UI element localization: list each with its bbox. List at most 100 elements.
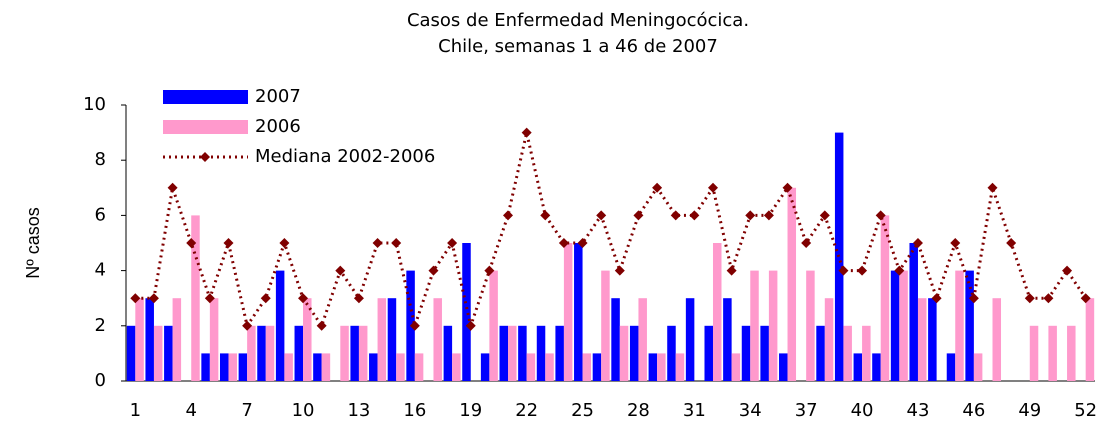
legend-label: Mediana 2002-2006 (255, 146, 435, 167)
bar (574, 243, 583, 381)
legend-marker (200, 152, 210, 162)
y-tick-label: 0 (95, 370, 106, 391)
bar (1048, 325, 1057, 381)
y-tick-label: 8 (95, 149, 106, 170)
bar (135, 298, 144, 381)
bar (228, 353, 237, 381)
bar (816, 325, 825, 381)
bar (414, 353, 424, 381)
bar (126, 325, 136, 381)
marker (316, 320, 327, 331)
bar (499, 325, 509, 381)
bar (965, 270, 974, 381)
bar (779, 353, 788, 381)
marker (298, 293, 309, 304)
marker (577, 238, 588, 248)
bar (973, 353, 983, 381)
marker (148, 293, 159, 304)
bar (992, 298, 1002, 381)
bar (275, 270, 285, 381)
bar (704, 325, 713, 381)
bar (164, 325, 173, 381)
bar (582, 353, 592, 381)
bar (303, 298, 312, 381)
marker (335, 265, 346, 276)
bar (219, 353, 229, 381)
y-tick-label: 10 (83, 94, 106, 115)
marker (782, 182, 793, 193)
marker (428, 265, 439, 276)
bar (750, 270, 759, 381)
marker (372, 238, 383, 248)
marker (167, 182, 178, 193)
bar (358, 325, 368, 381)
bar (369, 353, 378, 381)
bar (191, 215, 200, 381)
x-tick-label: 22 (515, 400, 538, 421)
x-tick-label: 37 (795, 400, 818, 421)
marker (819, 210, 830, 221)
marker (223, 238, 234, 248)
x-tick-label: 43 (907, 400, 930, 421)
x-tick-label: 49 (1018, 400, 1041, 421)
bar (294, 325, 304, 381)
bar (712, 243, 722, 381)
marker (614, 265, 625, 276)
marker (1024, 293, 1035, 304)
marker (968, 293, 979, 304)
bar (657, 353, 666, 381)
y-tick-label: 2 (95, 315, 106, 336)
bar (518, 325, 527, 381)
bar (340, 325, 349, 381)
marker (465, 320, 476, 331)
x-tick-label: 34 (739, 400, 762, 421)
bar (768, 270, 778, 381)
marker (912, 238, 923, 248)
bar (545, 353, 554, 381)
bar (853, 353, 863, 381)
bar (880, 215, 890, 381)
bar (433, 298, 442, 381)
legend-swatch (163, 120, 248, 134)
marker (652, 182, 663, 193)
marker (204, 293, 215, 304)
bar (787, 187, 797, 381)
marker (391, 238, 402, 248)
bar (843, 325, 852, 381)
bar (1029, 325, 1039, 381)
bar (526, 353, 536, 381)
bar (480, 353, 490, 381)
marker (279, 238, 290, 248)
marker (689, 210, 700, 221)
legend-swatch (163, 90, 248, 104)
marker (726, 265, 737, 276)
bar (741, 325, 751, 381)
marker (894, 265, 905, 276)
bar (601, 270, 610, 381)
marker (1006, 238, 1017, 248)
bar (452, 353, 461, 381)
legend-label: 2006 (255, 116, 301, 137)
bar (685, 298, 695, 381)
x-tick-label: 28 (627, 400, 650, 421)
line (135, 132, 1087, 332)
bar (350, 325, 359, 381)
bar (1067, 325, 1076, 381)
bar (1085, 298, 1095, 381)
marker (596, 210, 607, 221)
bar (145, 298, 154, 381)
marker (931, 293, 942, 304)
x-tick-label: 16 (403, 400, 426, 421)
marker (186, 238, 197, 248)
bar (555, 325, 564, 381)
marker (130, 293, 141, 304)
marker (950, 238, 961, 248)
bar (824, 298, 834, 381)
marker (1043, 293, 1054, 304)
bar (443, 325, 453, 381)
x-tick-label: 19 (459, 400, 482, 421)
bar (890, 270, 900, 381)
bar (462, 243, 471, 381)
bar (172, 298, 182, 381)
